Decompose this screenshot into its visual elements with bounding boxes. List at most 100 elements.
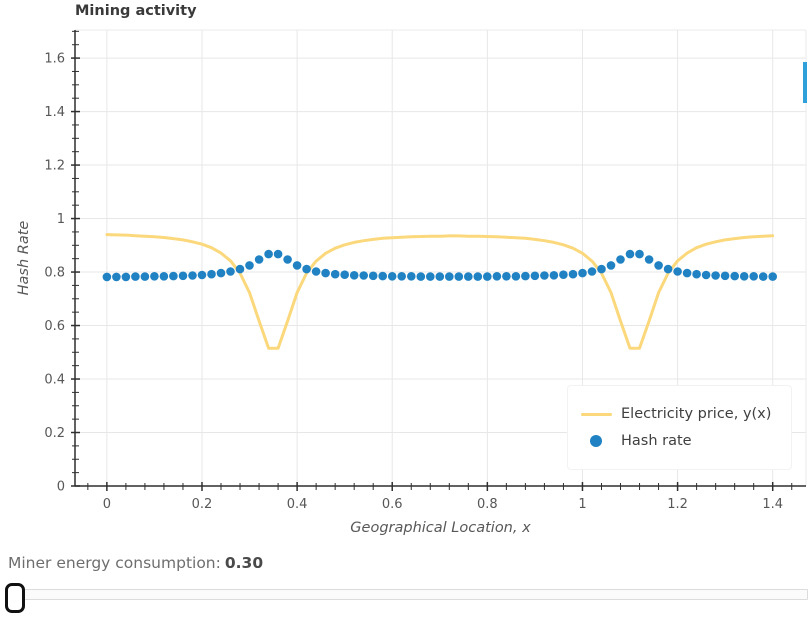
hash-rate-point	[178, 271, 188, 281]
x-tick-label: 0.4	[287, 497, 308, 512]
y-tick-label: 1.2	[44, 159, 65, 174]
hash-rate-point	[292, 261, 302, 270]
hash-rate-point	[264, 249, 273, 259]
chart-title: Mining activity	[75, 3, 197, 19]
hash-rate-point	[673, 267, 682, 276]
hash-rate-point	[473, 272, 483, 281]
hash-rate-point	[540, 271, 549, 280]
hash-rate-point	[378, 271, 388, 281]
x-tick-label: 0.8	[477, 497, 498, 512]
hash-rate-point	[701, 270, 711, 280]
x-tick-label: 1.2	[667, 497, 688, 512]
hash-rate-point	[245, 261, 254, 270]
hash-rate-point	[768, 272, 777, 281]
energy-consumption-slider-handle[interactable]	[5, 583, 25, 613]
hash-rate-point	[188, 271, 197, 280]
hash-rate-point	[302, 264, 311, 274]
hash-rate-point	[711, 271, 720, 280]
hash-rate-point	[340, 270, 350, 280]
hash-rate-point	[321, 268, 330, 278]
legend: Electricity price, y(x) Hash rate	[567, 385, 792, 470]
legend-label: Hash rate	[621, 433, 692, 449]
energy-consumption-readout: Miner energy consumption: 0.30	[8, 554, 263, 572]
hash-rate-point	[578, 268, 587, 278]
hash-rate-point	[169, 271, 178, 281]
legend-line-swatch	[581, 412, 612, 416]
hash-rate-point	[625, 249, 635, 259]
y-tick-label: 1	[57, 212, 65, 227]
hash-rate-point	[150, 272, 159, 281]
hash-rate-point	[568, 269, 578, 279]
y-tick-label: 0.6	[44, 319, 65, 334]
hash-rate-point	[739, 272, 749, 281]
hash-rate-point	[435, 272, 445, 281]
hash-rate-point	[644, 255, 654, 264]
hash-rate-point	[140, 272, 150, 281]
hash-rate-point	[387, 272, 397, 281]
hash-rate-point	[749, 272, 758, 281]
legend-dot-swatch	[590, 435, 602, 447]
hash-rate-point	[654, 261, 663, 270]
hash-rate-point	[216, 268, 226, 278]
hash-rate-point	[112, 272, 121, 282]
legend-entry-hash-rate: Hash rate	[581, 433, 791, 449]
y-tick-label: 0.8	[44, 266, 65, 281]
y-axis-label: Hash Rate	[16, 220, 32, 296]
y-tick-label: 0	[57, 480, 65, 495]
hash-rate-point	[207, 269, 216, 279]
hash-rate-point	[349, 271, 359, 280]
hash-rate-point	[407, 272, 416, 281]
hash-rate-point	[368, 271, 378, 281]
x-tick-label: 0.6	[382, 497, 403, 512]
y-tick-label: 1.6	[44, 52, 65, 67]
x-axis-label: Geographical Location, x	[350, 520, 531, 536]
hash-rate-point	[445, 272, 454, 281]
hash-rate-point	[359, 271, 369, 280]
hash-rate-point	[663, 264, 673, 274]
hash-rate-point	[483, 272, 492, 281]
hash-rate-point	[720, 271, 730, 281]
electricity-price-line	[105, 233, 775, 350]
x-tick-label: 1.4	[762, 497, 783, 512]
hash-rate-point	[635, 249, 644, 259]
hash-rate-point	[197, 270, 207, 280]
legend-label: Electricity price, y(x)	[621, 406, 772, 422]
x-tick-label: 0	[103, 497, 111, 512]
hash-rate-point	[587, 267, 597, 276]
hash-rate-point	[616, 255, 625, 264]
hash-rate-point	[521, 271, 530, 281]
hash-rate-point	[682, 268, 692, 278]
hash-rate-point	[102, 272, 112, 282]
hash-rate-point	[273, 249, 283, 259]
hash-rate-point	[121, 272, 131, 282]
hash-rate-point	[131, 272, 140, 281]
hash-rate-point	[758, 272, 768, 281]
hash-rate-point	[159, 272, 169, 281]
hash-rate-point	[502, 272, 511, 281]
hash-rate-point	[530, 271, 540, 281]
hash-rate-point	[330, 269, 340, 279]
hash-rate-point	[311, 267, 321, 276]
hash-rate-point	[397, 272, 407, 281]
hash-rate-point	[559, 270, 568, 280]
hash-rate-point	[730, 271, 739, 281]
energy-consumption-value: 0.30	[224, 554, 264, 572]
hash-rate-point	[426, 272, 435, 281]
hash-rate-point	[549, 271, 559, 280]
hash-rate-point	[454, 272, 464, 281]
x-tick-label: 1	[578, 497, 586, 512]
hash-rate-point	[283, 255, 292, 264]
hash-rate-point	[492, 272, 502, 281]
edge-indicator-bar	[803, 62, 807, 103]
energy-consumption-label: Miner energy consumption:	[8, 554, 221, 572]
chart-plot-area: 0 0.2 0.4 0.6 0.8 1 1.2 1.4 0 0.2 0.4 0.6 0.8 1 1.2 1.4…	[44, 29, 807, 512]
hash-rate-point	[597, 264, 606, 274]
y-tick-label: 0.2	[44, 426, 65, 441]
hash-rate-point	[606, 261, 616, 270]
hash-rate-point	[416, 272, 426, 281]
hash-rate-point	[692, 269, 701, 279]
x-tick-label: 0.2	[192, 497, 213, 512]
energy-consumption-slider-track[interactable]	[6, 589, 808, 600]
hash-rate-point	[235, 264, 245, 274]
